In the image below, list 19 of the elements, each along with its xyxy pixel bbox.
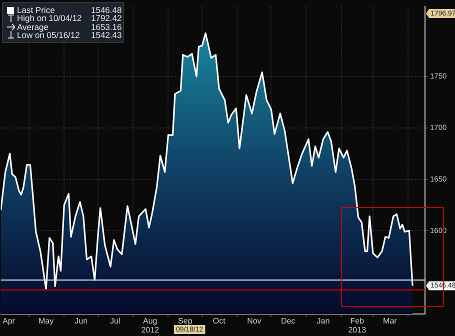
x-tick-label: Feb 2013 xyxy=(348,316,367,334)
annotation: 1792.42 xyxy=(91,13,122,24)
x-tick-label: Dec xyxy=(281,316,296,326)
annotation: 1542.43 xyxy=(91,30,122,40)
annotation: 1653.16 xyxy=(91,22,122,32)
x-tick-label: Sep xyxy=(178,316,193,326)
annotation: Average xyxy=(17,22,49,32)
legend-label: Last Price xyxy=(17,5,55,15)
x-tick-label: Aug 2012 xyxy=(141,316,160,334)
x-tick-label: Jun xyxy=(74,316,88,326)
x-tick-label: Jan xyxy=(316,316,330,326)
x-tick-label: Nov xyxy=(247,316,262,326)
annotation: High on 10/04/12 xyxy=(17,13,83,24)
x-tick-label: Apr xyxy=(2,316,16,326)
x-tick-label: Jul xyxy=(110,316,120,326)
x-tick-label: Oct xyxy=(212,316,226,326)
annotation: 1546.48 xyxy=(91,5,122,15)
x-tick-label: Mar xyxy=(383,316,398,326)
x-tick-label: May xyxy=(38,316,54,326)
